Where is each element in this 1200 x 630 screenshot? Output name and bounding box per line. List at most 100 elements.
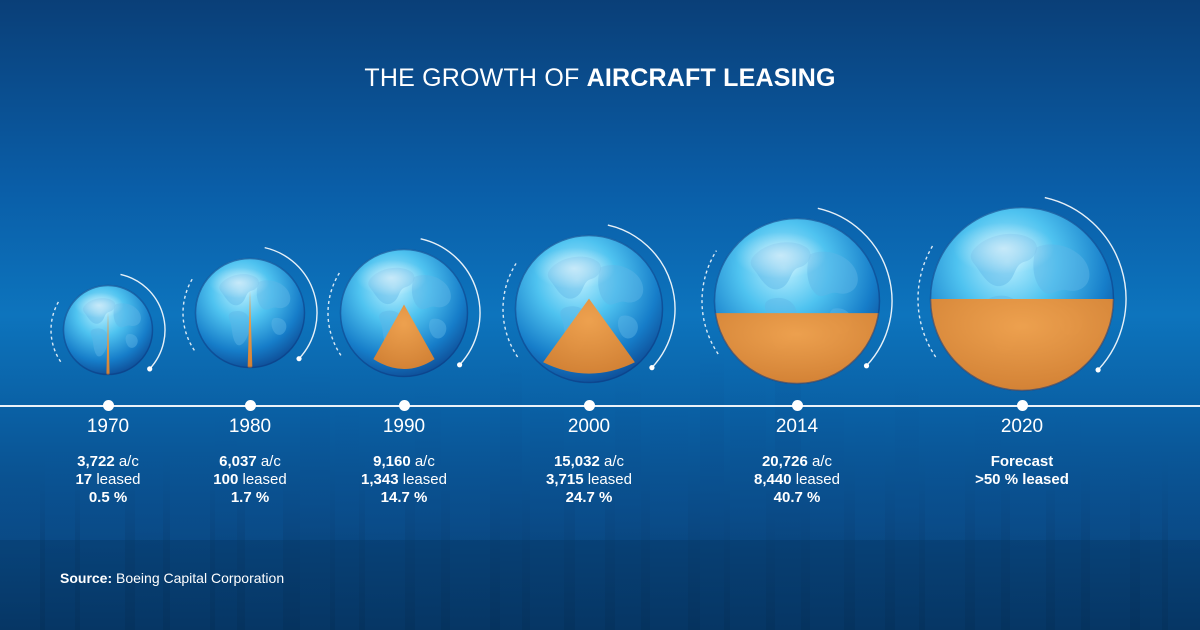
aircraft-count: 3,722 — [77, 453, 115, 470]
stats-block-2020: Forecast >50 % leased — [942, 453, 1102, 489]
globe-ring-end-dot-1990 — [457, 362, 463, 368]
globe-ring-dashed-2014 — [701, 250, 719, 355]
globe-shine-1990 — [356, 259, 427, 296]
globe-2014 — [701, 207, 893, 385]
forecast-label: Forecast — [990, 453, 1054, 470]
globe-1980 — [182, 246, 318, 369]
aircraft-count: 6,037 — [219, 453, 257, 470]
year-label-1980: 1980 — [228, 416, 272, 437]
globe-ring-1970 — [120, 273, 166, 370]
stats-block-1980: 6,037 a/c 100 leased 1.7 % — [170, 453, 330, 507]
leased-count: 1,343 — [361, 471, 399, 488]
globe-rim-1990 — [339, 248, 469, 378]
globe-rim-2014 — [713, 217, 881, 385]
year-label-2020: 2020 — [1000, 416, 1044, 437]
source-text: Boeing Capital Corporation — [112, 570, 285, 586]
chart-title: THE GROWTH OF AIRCRAFT LEASING — [0, 64, 1200, 93]
source-note: Source: Boeing Capital Corporation — [60, 570, 284, 586]
leased-unit: leased — [92, 471, 141, 488]
timeline-dot-1990 — [398, 400, 410, 411]
source-label: Source: — [60, 570, 113, 586]
stats-block-2014: 20,726 a/c 8,440 leased 40.7 % — [717, 453, 877, 507]
aircraft-count-line: 20,726 a/c — [717, 453, 877, 471]
timeline-dot-2014 — [791, 400, 803, 411]
aircraft-unit: a/c — [256, 453, 281, 470]
globe-ring-dashed-1990 — [327, 272, 342, 356]
year-label-2000: 2000 — [567, 416, 611, 437]
leased-unit: leased — [238, 471, 287, 488]
globe-ring-2020 — [1044, 196, 1127, 371]
leased-count: 100 — [213, 471, 239, 488]
leased-share-mark-2000 — [543, 298, 635, 374]
globe-ring-dashed-2020 — [917, 243, 937, 358]
globe-ring-dashed-1980 — [182, 277, 195, 351]
leased-percent: 40.7 % — [773, 489, 821, 506]
globe-ring-end-dot-1970 — [147, 366, 153, 372]
leased-percent: 24.7 % — [565, 489, 613, 506]
aircraft-count: 9,160 — [373, 453, 411, 470]
aircraft-count-line: 3,722 a/c — [28, 453, 188, 471]
globe-2000 — [502, 224, 676, 384]
city-skyline-background — [0, 340, 1200, 630]
leased-unit: leased — [791, 471, 840, 488]
year-label-1990: 1990 — [382, 416, 426, 437]
leased-share-mark-1990 — [373, 304, 435, 370]
globe-shine-1970 — [74, 292, 124, 318]
leased-share-mark-2014 — [714, 313, 880, 384]
aircraft-count: 20,726 — [761, 453, 808, 470]
globe-ring-end-dot-2020 — [1095, 367, 1101, 373]
globe-ring-end-dot-1980 — [296, 356, 302, 362]
globe-shine-2014 — [734, 232, 827, 279]
leased-count-line: 8,440 leased — [717, 471, 877, 489]
aircraft-unit: a/c — [114, 453, 139, 470]
leased-percent: 14.7 % — [380, 489, 428, 506]
leased-percent: 1.7 % — [230, 489, 270, 506]
timeline-dot-2020 — [1016, 400, 1028, 411]
globe-rim-2020 — [929, 206, 1115, 392]
globe-rim-1970 — [62, 284, 154, 376]
globe-rim-1980 — [194, 257, 306, 369]
globe-ring-end-dot-2000 — [649, 365, 655, 371]
globe-ring-1990 — [420, 238, 481, 366]
leased-count-line: 3,715 leased — [509, 471, 669, 489]
globe-ring-dashed-1970 — [50, 299, 62, 363]
timeline-axis — [0, 405, 1200, 407]
leased-unit: leased — [398, 471, 447, 488]
leased-count-line: 100 leased — [170, 471, 330, 489]
globe-ring-end-dot-2014 — [863, 363, 870, 369]
year-label-2014: 2014 — [775, 416, 819, 437]
stats-block-1990: 9,160 a/c 1,343 leased 14.7 % — [324, 453, 484, 507]
leased-share-mark-1970 — [106, 311, 110, 375]
aircraft-unit: a/c — [599, 453, 625, 470]
chart-title-highlight: AIRCRAFT LEASING — [586, 64, 836, 92]
leased-count: 8,440 — [754, 471, 792, 488]
chart-title-prefix: THE GROWTH OF — [364, 64, 587, 92]
globe-rim-2000 — [514, 234, 664, 384]
leased-unit: leased — [583, 471, 632, 488]
leased-share-mark-2020 — [930, 299, 1114, 391]
timeline-dot-2000 — [583, 400, 595, 411]
leased-count-line: 1,343 leased — [324, 471, 484, 489]
timeline-dot-1980 — [244, 400, 256, 411]
globe-shine-1980 — [208, 267, 270, 299]
year-label-1970: 1970 — [86, 416, 130, 437]
aircraft-count-line: 9,160 a/c — [324, 453, 484, 471]
globe-shine-2000 — [533, 247, 615, 290]
timeline-dot-1970 — [102, 400, 114, 411]
aircraft-count-line: 6,037 a/c — [170, 453, 330, 471]
globe-ring-dashed-2000 — [502, 263, 519, 358]
stats-block-1970: 3,722 a/c 17 leased 0.5 % — [28, 453, 188, 507]
globe-1990 — [327, 238, 481, 378]
leased-percent: 0.5 % — [88, 489, 128, 506]
leased-count: 17 — [75, 471, 93, 488]
aircraft-unit: a/c — [807, 453, 833, 470]
aircraft-count: 15,032 — [553, 453, 600, 470]
globe-ring-2014 — [817, 207, 893, 367]
leased-count: 3,715 — [546, 471, 584, 488]
globe-1970 — [50, 273, 166, 376]
globe-ring-2000 — [607, 224, 676, 369]
globe-2020 — [917, 196, 1127, 392]
aircraft-count-line: 15,032 a/c — [509, 453, 669, 471]
stats-block-2000: 15,032 a/c 3,715 leased 24.7 % — [509, 453, 669, 507]
